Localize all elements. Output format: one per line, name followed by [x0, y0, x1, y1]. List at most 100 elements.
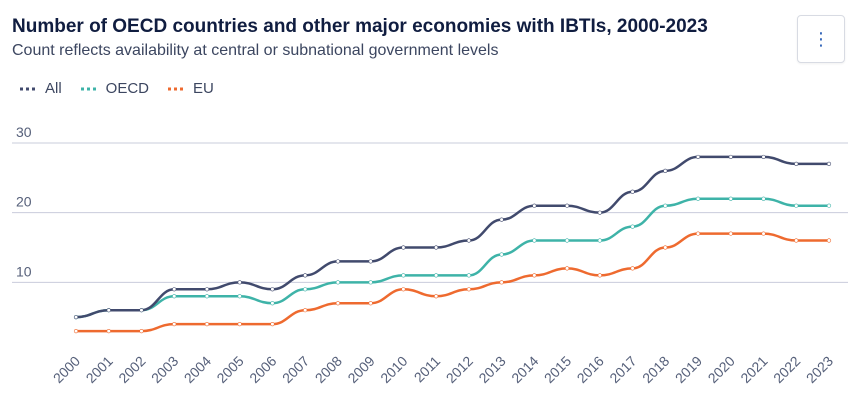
data-point-all-2012	[466, 238, 471, 243]
data-point-all-2017	[630, 189, 635, 194]
data-point-all-2003	[172, 287, 177, 292]
data-point-oecd-2009	[368, 280, 373, 285]
data-point-eu-2019	[695, 231, 701, 236]
legend-swatch-all	[20, 87, 38, 90]
data-point-eu-2004	[204, 322, 210, 327]
data-point-oecd-2006	[270, 301, 275, 306]
data-point-eu-2021	[761, 231, 766, 236]
data-point-oecd-2021	[761, 196, 766, 201]
data-point-oecd-2007	[303, 287, 308, 292]
legend-swatch-oecd	[80, 87, 99, 90]
legend-label-all: All	[45, 80, 62, 97]
data-point-oecd-2020	[728, 196, 733, 201]
data-point-oecd-2019	[695, 196, 701, 201]
data-point-all-2004	[204, 287, 210, 292]
data-point-all-2013	[499, 217, 504, 222]
x-tick-label-2016: 2016	[574, 353, 607, 386]
chart-menu-button[interactable]: ⋮	[797, 15, 845, 63]
x-tick-label-2009: 2009	[344, 353, 377, 386]
data-point-all-2005	[237, 280, 242, 285]
series-line-oecd	[74, 197, 831, 319]
data-point-all-2000	[73, 315, 79, 320]
x-tick-label-2012: 2012	[443, 353, 476, 386]
data-point-eu-2001	[106, 329, 111, 334]
data-point-eu-2015	[564, 266, 570, 271]
x-tick-label-2015: 2015	[541, 353, 574, 386]
data-point-oecd-2016	[597, 238, 602, 243]
data-point-eu-2012	[466, 287, 471, 292]
data-point-all-2014	[532, 203, 537, 208]
data-point-all-2016	[597, 210, 602, 215]
x-tick-label-2003: 2003	[148, 353, 181, 386]
data-point-eu-2010	[401, 287, 406, 292]
legend-item-all[interactable]: All	[19, 80, 62, 97]
x-tick-label-2014: 2014	[508, 353, 541, 386]
x-tick-label-2000: 2000	[50, 353, 83, 386]
data-point-all-2023	[826, 161, 832, 166]
data-point-all-2011	[434, 245, 439, 250]
data-point-all-2010	[401, 245, 406, 250]
chart-subtitle: Count reflects availability at central o…	[12, 42, 499, 59]
x-tick-label-2019: 2019	[672, 353, 705, 386]
series-line-eu	[74, 232, 831, 333]
chart-legend: All OECD EU	[19, 80, 214, 97]
data-point-oecd-2015	[564, 238, 570, 243]
data-point-eu-2017	[630, 266, 635, 271]
x-tick-label-2020: 2020	[705, 353, 738, 386]
data-point-eu-2006	[270, 322, 275, 327]
x-tick-label-2004: 2004	[181, 353, 214, 386]
data-point-all-2015	[564, 203, 570, 208]
data-point-eu-2018	[663, 245, 668, 250]
data-point-all-2022	[794, 161, 799, 166]
legend-item-eu[interactable]: EU	[167, 80, 214, 97]
y-tick-label-20: 20	[16, 194, 32, 210]
data-point-eu-2011	[434, 294, 439, 299]
data-point-eu-2003	[172, 322, 177, 327]
x-tick-label-2010: 2010	[377, 353, 410, 386]
x-tick-label-2022: 2022	[770, 353, 803, 386]
x-tick-label-2021: 2021	[737, 353, 770, 386]
data-point-eu-2020	[728, 231, 733, 236]
data-point-oecd-2004	[204, 294, 210, 299]
data-point-oecd-2013	[499, 252, 504, 257]
data-point-oecd-2008	[335, 280, 341, 285]
x-tick-label-2006: 2006	[246, 353, 279, 386]
legend-label-eu: EU	[193, 80, 214, 97]
data-point-eu-2000	[73, 329, 79, 334]
legend-item-oecd[interactable]: OECD	[80, 80, 149, 97]
legend-swatch-eu	[168, 87, 187, 90]
x-tick-label-2005: 2005	[213, 353, 246, 386]
data-point-oecd-2017	[630, 224, 635, 229]
legend-label-oecd: OECD	[105, 80, 150, 97]
series-line-all	[74, 155, 831, 319]
data-point-oecd-2005	[237, 294, 242, 299]
data-point-oecd-2014	[532, 238, 537, 243]
data-point-eu-2013	[499, 280, 504, 285]
data-point-eu-2014	[532, 273, 537, 278]
data-point-all-2009	[368, 259, 373, 264]
x-tick-label-2002: 2002	[115, 353, 148, 386]
data-point-oecd-2012	[466, 273, 471, 278]
x-tick-label-2017: 2017	[606, 353, 639, 386]
data-point-oecd-2011	[434, 273, 439, 278]
x-tick-label-2008: 2008	[312, 353, 345, 386]
data-point-oecd-2023	[826, 203, 832, 208]
data-point-all-2019	[695, 154, 701, 160]
data-point-eu-2023	[826, 238, 832, 243]
data-point-eu-2022	[794, 238, 799, 243]
y-tick-label-10: 10	[16, 263, 32, 279]
x-tick-label-2007: 2007	[279, 353, 312, 386]
data-point-all-2001	[106, 308, 111, 313]
x-tick-label-2013: 2013	[475, 353, 508, 386]
data-point-all-2007	[303, 273, 308, 278]
data-point-oecd-2022	[794, 203, 799, 208]
chart-title: Number of OECD countries and other major…	[12, 16, 708, 37]
data-point-eu-2007	[303, 308, 308, 313]
data-point-eu-2002	[139, 329, 144, 334]
x-tick-label-2011: 2011	[411, 353, 444, 386]
data-point-all-2018	[663, 168, 668, 173]
more-vertical-icon: ⋮	[812, 28, 830, 49]
x-tick-label-2018: 2018	[639, 353, 672, 386]
x-tick-label-2001: 2001	[83, 353, 116, 386]
